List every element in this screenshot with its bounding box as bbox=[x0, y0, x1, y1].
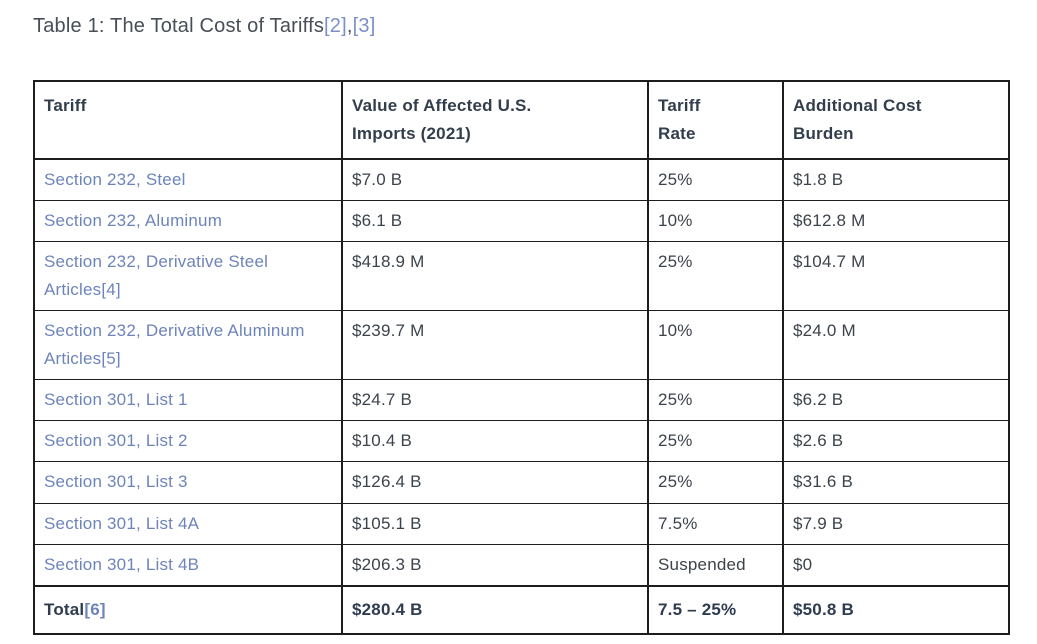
title-separator: , bbox=[346, 15, 353, 37]
burden-cell: $612.8 M bbox=[782, 200, 1010, 243]
value-cell: $418.9 M bbox=[341, 241, 649, 312]
value-cell: $105.1 B bbox=[341, 502, 649, 545]
value-cell: $24.7 B bbox=[341, 379, 649, 422]
rate-cell: 25% bbox=[647, 461, 784, 504]
tariff-cell: Section 301, List 4B bbox=[33, 543, 343, 587]
col-header-value-line1: Value of Affected U.S. bbox=[352, 96, 532, 115]
tariff-link[interactable]: Section 232, Derivative Aluminum Article… bbox=[44, 321, 305, 369]
burden-cell: $24.0 M bbox=[782, 310, 1010, 381]
col-header-rate: Tariff Rate bbox=[647, 79, 784, 161]
value-cell: $7.0 B bbox=[341, 158, 649, 202]
total-footnote-link[interactable]: [6] bbox=[84, 599, 106, 619]
tariff-link[interactable]: Section 301, List 2 bbox=[44, 431, 188, 451]
value-cell: $6.1 B bbox=[341, 200, 649, 243]
title-text: Table 1: The Total Cost of Tariffs bbox=[33, 15, 325, 37]
total-label: Total bbox=[44, 599, 85, 619]
rate-cell: 25% bbox=[647, 379, 784, 422]
tariff-link[interactable]: Section 301, List 1 bbox=[44, 390, 188, 410]
burden-cell: $0 bbox=[782, 543, 1010, 587]
table-row: Section 301, List 4B $206.3 B Suspended … bbox=[33, 543, 1010, 587]
value-cell: $206.3 B bbox=[341, 543, 649, 587]
title-footnote-link-2[interactable]: [2] bbox=[324, 15, 347, 37]
value-cell: $10.4 B bbox=[341, 420, 649, 463]
total-row: Total[6] $280.4 B 7.5 – 25% $50.8 B bbox=[33, 584, 1010, 635]
total-rate-cell: 7.5 – 25% bbox=[647, 584, 784, 635]
table-row: Section 301, List 2 $10.4 B 25% $2.6 B bbox=[33, 420, 1010, 463]
value-cell: $126.4 B bbox=[341, 461, 649, 504]
burden-cell: $2.6 B bbox=[782, 420, 1010, 463]
col-header-value: Value of Affected U.S. Imports (2021) bbox=[341, 79, 649, 161]
tariff-link[interactable]: Section 301, List 4A bbox=[44, 513, 200, 533]
rate-cell: 7.5% bbox=[647, 502, 784, 545]
table-row: Section 232, Aluminum $6.1 B 10% $612.8 … bbox=[33, 200, 1010, 243]
tariff-cell: Section 232, Derivative Steel Articles[4… bbox=[33, 241, 343, 312]
tariff-link[interactable]: Section 232, Aluminum bbox=[44, 211, 223, 231]
tariff-cell: Section 301, List 2 bbox=[33, 420, 343, 463]
col-header-burden-line1: Additional Cost bbox=[793, 96, 922, 115]
tariff-cell: Section 301, List 1 bbox=[33, 379, 343, 422]
header-row: Tariff Value of Affected U.S. Imports (20… bbox=[33, 79, 1010, 161]
rate-cell: 25% bbox=[647, 241, 784, 312]
tariff-table: Tariff Value of Affected U.S. Imports (20… bbox=[33, 79, 1010, 635]
col-header-burden-line2: Burden bbox=[793, 124, 854, 144]
title-footnote-link-3[interactable]: [3] bbox=[352, 15, 376, 37]
burden-cell: $6.2 B bbox=[782, 379, 1010, 422]
table-row: Section 232, Steel $7.0 B 25% $1.8 B bbox=[33, 158, 1010, 202]
rate-cell: 10% bbox=[647, 310, 784, 381]
tariff-link[interactable]: Section 301, List 3 bbox=[44, 472, 188, 492]
tariff-cell: Section 232, Aluminum bbox=[33, 200, 343, 243]
rate-cell: Suspended bbox=[647, 543, 784, 587]
burden-cell: $31.6 B bbox=[782, 461, 1010, 504]
total-burden-cell: $50.8 B bbox=[782, 584, 1010, 635]
col-header-value-line2: Imports (2021) bbox=[352, 124, 472, 144]
table-row: Section 301, List 1 $24.7 B 25% $6.2 B bbox=[33, 379, 1010, 422]
table-row: Section 232, Derivative Steel Articles[4… bbox=[33, 241, 1010, 312]
table-row: Section 301, List 3 $126.4 B 25% $31.6 B bbox=[33, 461, 1010, 504]
total-value-cell: $280.4 B bbox=[341, 584, 649, 635]
table-title: Table 1: The Total Cost of Tariffs[2],[3… bbox=[33, 12, 1037, 40]
rate-cell: 10% bbox=[647, 200, 784, 243]
tariff-cell: Section 232, Steel bbox=[33, 158, 343, 202]
col-header-tariff-label: Tariff bbox=[44, 96, 87, 115]
tariff-link[interactable]: Section 232, Steel bbox=[44, 170, 186, 190]
tariff-cell: Section 301, List 3 bbox=[33, 461, 343, 504]
col-header-rate-line2: Rate bbox=[658, 124, 696, 144]
total-label-cell: Total[6] bbox=[33, 584, 343, 635]
value-cell: $239.7 M bbox=[341, 310, 649, 381]
rate-cell: 25% bbox=[647, 158, 784, 202]
col-header-tariff: Tariff bbox=[33, 79, 343, 161]
burden-cell: $1.8 B bbox=[782, 158, 1010, 202]
rate-cell: 25% bbox=[647, 420, 784, 463]
tariff-cell: Section 232, Derivative Aluminum Article… bbox=[33, 310, 343, 381]
col-header-rate-line1: Tariff bbox=[658, 96, 701, 115]
tariff-link[interactable]: Section 301, List 4B bbox=[44, 554, 200, 574]
burden-cell: $104.7 M bbox=[782, 241, 1010, 312]
table-row: Section 232, Derivative Aluminum Article… bbox=[33, 310, 1010, 381]
table-row: Section 301, List 4A $105.1 B 7.5% $7.9 … bbox=[33, 502, 1010, 545]
col-header-burden: Additional Cost Burden bbox=[782, 79, 1010, 161]
tariff-link[interactable]: Section 232, Derivative Steel Articles[4… bbox=[44, 252, 269, 300]
burden-cell: $7.9 B bbox=[782, 502, 1010, 545]
tariff-cell: Section 301, List 4A bbox=[33, 502, 343, 545]
